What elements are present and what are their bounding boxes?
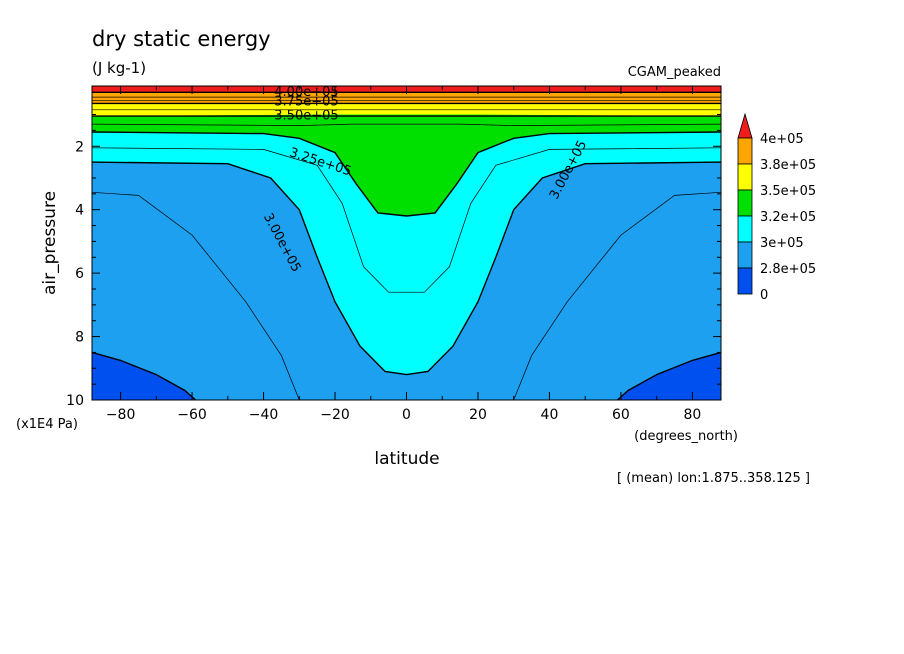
colorbar-label: 3.8e+05 [760,158,816,173]
x-tick-label: −40 [249,407,279,423]
x-tick-label: 40 [541,407,559,423]
contour-line-thin [92,191,300,400]
colorbar-swatch [737,241,753,269]
x-tick-label: 20 [469,407,487,423]
colorbar-swatch [737,189,753,217]
x-tick-label: −20 [320,407,350,423]
x-axis-units: (degrees_north) [634,429,738,444]
contour-line-thin [513,191,721,400]
colorbar-swatch [737,163,753,191]
y-axis-units: (x1E4 Pa) [16,417,78,432]
colorbar-label: 4e+05 [760,132,804,147]
field-polar-north [617,352,721,400]
y-axis-label: air_pressure [40,191,60,295]
footnote: [ (mean) lon:1.875..358.125 ] [617,471,810,486]
colorbar-swatch [737,137,753,165]
field-3.2e5 [92,86,721,216]
x-tick-label: 80 [683,407,701,423]
x-tick-label: −80 [106,407,136,423]
field-polar-south [92,352,196,400]
x-tick-label: 0 [402,407,411,423]
contour-label: 3.75e+05 [274,95,338,110]
dataset-label: CGAM_peaked [628,65,721,80]
colorbar-label: 3.5e+05 [760,184,816,199]
contour-line-thin [92,123,721,126]
contour-line [616,351,721,400]
contour-line [92,131,721,217]
contour-line [92,161,721,376]
plot-area [92,86,721,400]
colorbar-label: 2.8e+05 [760,262,816,277]
y-tick-label: 4 [75,203,84,219]
colorbar-label: 0 [760,288,768,303]
contour-line-thin [92,147,721,293]
x-tick-label: 60 [612,407,630,423]
chart-units: (J kg-1) [92,59,146,77]
y-tick-label: 8 [75,330,84,346]
colorbar-arrow [737,112,753,139]
y-tick-label: 6 [75,266,84,282]
y-tick-label: 2 [75,139,84,155]
colorbar-label: 3.2e+05 [760,210,816,225]
contour-line [92,351,197,400]
contour-label: 4.00e+05 [274,85,338,100]
colorbar-swatch [737,267,753,295]
colorbar-swatch [737,215,753,243]
x-axis-label: latitude [374,449,439,469]
x-tick-label: −60 [177,407,207,423]
colorbar-label: 3e+05 [760,236,804,251]
chart-title: dry static energy [92,27,271,51]
contour-label: 3.50e+05 [274,108,338,123]
field-3e5 [92,86,721,375]
y-tick-label: 10 [66,393,84,409]
